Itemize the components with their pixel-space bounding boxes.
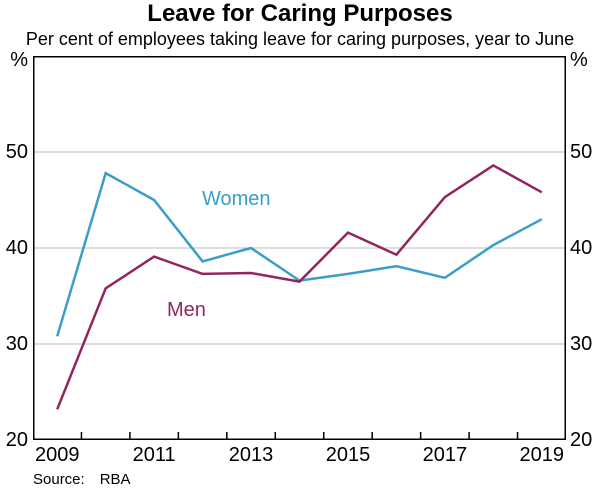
x-tick-label-2013: 2013	[228, 444, 274, 466]
y-tick-label-left-30: 30	[5, 332, 28, 355]
y-tick-label-left-20: 20	[5, 428, 28, 451]
series-label-men: Men	[167, 299, 206, 321]
plot-area	[33, 56, 566, 440]
y-tick-label-right-50: 50	[570, 140, 593, 163]
x-tick-label-2019: 2019	[519, 444, 565, 466]
series-label-women: Women	[202, 188, 271, 210]
source-note: Source: RBA	[33, 470, 131, 490]
x-tick-label-2017: 2017	[422, 444, 468, 466]
y-tick-label-left-40: 40	[5, 236, 28, 259]
y-axis-unit-left: %	[10, 49, 28, 71]
x-tick-label-2011: 2011	[132, 444, 176, 466]
series-line-men	[56, 163, 543, 410]
y-axis-unit-right: %	[570, 49, 588, 71]
plot-frame	[33, 56, 566, 440]
y-tick-label-left-50: 50	[5, 140, 28, 163]
y-tick-label-right-30: 30	[570, 332, 593, 355]
source-label: Source:	[33, 471, 85, 488]
chart-subtitle: Per cent of employees taking leave for c…	[25, 29, 575, 49]
source-value: RBA	[99, 471, 131, 488]
chart-title: Leave for Caring Purposes	[147, 0, 453, 27]
y-tick-label-right-20: 20	[570, 428, 593, 451]
x-tick-label-2009: 2009	[34, 444, 80, 466]
series-line-women	[56, 171, 543, 337]
y-tick-label-right-40: 40	[570, 236, 593, 259]
x-tick-label-2015: 2015	[325, 444, 371, 466]
